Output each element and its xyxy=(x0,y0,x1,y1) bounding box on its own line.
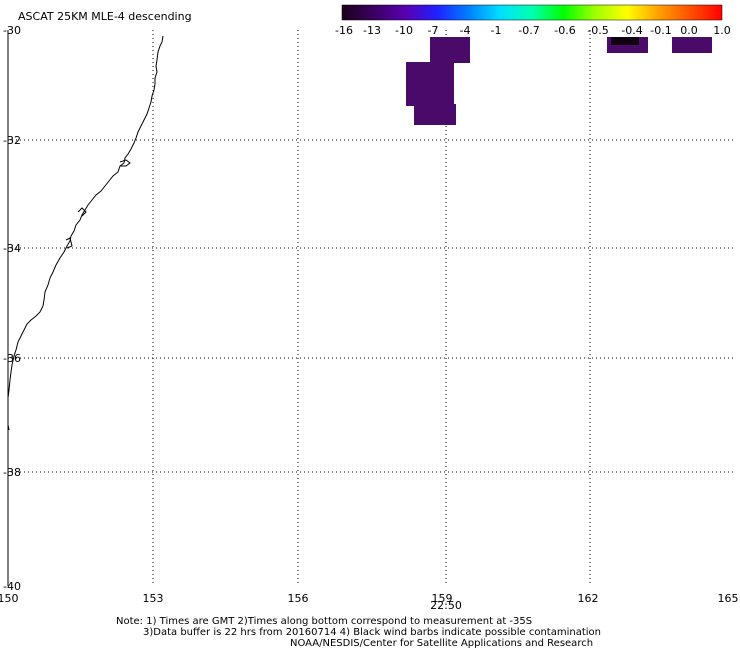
colorbar-label: -0.1 xyxy=(650,24,671,37)
longitude-label: 159 xyxy=(432,592,453,605)
longitude-label: 165 xyxy=(718,592,739,605)
colorbar-labels: -16 -13 -10 -7 -4 -1 -0.7 -0.6 -0.5 -0.4 -0.1 0.0 1.… xyxy=(335,24,731,37)
colorbar-label: 1.0 xyxy=(713,24,731,37)
coastline-inlet xyxy=(65,237,73,249)
plot-area: -30 -32 -34 -36 -38 -40 150 153 156 159 162 165 22… xyxy=(0,24,739,612)
latitude-labels: -30 -32 -34 -36 -38 -40 xyxy=(3,24,21,593)
latitude-label: -38 xyxy=(3,466,21,479)
coastline-fragment xyxy=(7,424,10,431)
colorbar-label: -0.4 xyxy=(621,24,642,37)
longitude-labels: 150 153 156 159 162 165 xyxy=(0,592,739,605)
colorbar-label: -0.5 xyxy=(587,24,608,37)
latitude-label: -36 xyxy=(3,352,21,365)
data-swath xyxy=(430,37,470,63)
coastline xyxy=(7,35,164,399)
latitude-label: -30 xyxy=(3,24,21,37)
note-line-2: 3)Data buffer is 22 hrs from 20160714 4)… xyxy=(143,627,601,638)
gridlines xyxy=(8,30,736,586)
colorbar-label: -10 xyxy=(395,24,413,37)
colorbar-label: -13 xyxy=(363,24,381,37)
colorbar-gradient xyxy=(341,4,723,21)
latitude-label: -34 xyxy=(3,242,21,255)
data-swath xyxy=(414,104,456,125)
latitude-label: -32 xyxy=(3,134,21,147)
colorbar-label: -7 xyxy=(428,24,439,37)
colorbar-label: -1 xyxy=(491,24,502,37)
data-swath xyxy=(406,62,454,106)
coastline-inlet xyxy=(119,159,131,167)
colorbar-label: -0.7 xyxy=(518,24,539,37)
latitude-label: -40 xyxy=(3,580,21,593)
data-swath xyxy=(672,37,712,53)
map-title: ASCAT 25KM MLE-4 descending xyxy=(18,10,192,23)
note-line-1: Note: 1) Times are GMT 2)Times along bot… xyxy=(116,616,533,627)
colorbar-label: -4 xyxy=(460,24,471,37)
colorbar-label: -0.6 xyxy=(554,24,575,37)
longitude-label: 156 xyxy=(288,592,309,605)
coastline-inlet xyxy=(77,207,87,217)
colorbar: -16 -13 -10 -7 -4 -1 -0.7 -0.6 -0.5 -0.4 -0.1 0.0 1.… xyxy=(335,4,731,37)
longitude-label: 150 xyxy=(0,592,19,605)
swath-time-label: 22:50 xyxy=(430,599,462,612)
colorbar-label: -16 xyxy=(335,24,353,37)
longitude-label: 162 xyxy=(578,592,599,605)
data-swath-dark xyxy=(611,37,639,45)
colorbar-label: 0.0 xyxy=(680,24,698,37)
longitude-label: 153 xyxy=(143,592,164,605)
note-line-3: NOAA/NESDIS/Center for Satellite Applica… xyxy=(290,638,594,649)
